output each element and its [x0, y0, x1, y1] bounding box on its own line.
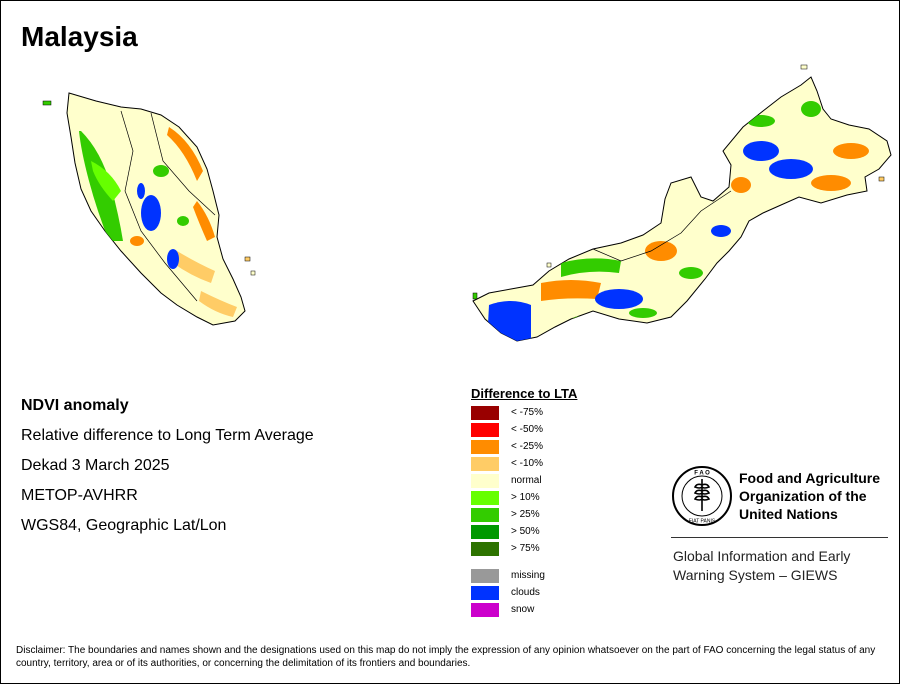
- legend-label: normal: [511, 475, 542, 486]
- legend-item: snow: [471, 601, 577, 618]
- svg-text:FIAT PANIS: FIAT PANIS: [689, 519, 716, 525]
- legend-swatch: [471, 541, 499, 556]
- legend-swatch: [471, 405, 499, 420]
- legend-swatch: [471, 602, 499, 617]
- legend-label: clouds: [511, 587, 540, 598]
- legend-item: > 75%: [471, 540, 577, 557]
- legend-item: > 50%: [471, 523, 577, 540]
- legend-swatch: [471, 524, 499, 539]
- giews-name: Global Information and Early Warning Sys…: [673, 547, 850, 585]
- fao-name-line: Organization of the: [739, 488, 867, 504]
- legend-swatch: [471, 507, 499, 522]
- legend-item: < -50%: [471, 421, 577, 438]
- legend: Difference to LTA < -75% < -50% < -25% <…: [471, 386, 577, 618]
- legend-item: missing: [471, 567, 577, 584]
- legend-item: < -10%: [471, 455, 577, 472]
- legend-label: > 25%: [511, 509, 540, 520]
- legend-swatch: [471, 439, 499, 454]
- borneo-malaysia: [472, 64, 892, 342]
- legend-label: < -75%: [511, 407, 543, 418]
- product-description: Relative difference to Long Term Average: [21, 427, 314, 444]
- map-title: Malaysia: [21, 21, 138, 52]
- projection-label: WGS84, Geographic Lat/Lon: [21, 517, 227, 534]
- legend-label: > 50%: [511, 526, 540, 537]
- ndvi-map: [42, 64, 892, 342]
- fao-divider: [671, 537, 888, 538]
- legend-item: normal: [471, 472, 577, 489]
- fao-logo-icon: F A O FIAT PANIS: [672, 466, 732, 526]
- legend-swatch: [471, 422, 499, 437]
- legend-swatch: [471, 456, 499, 471]
- legend-label: < -10%: [511, 458, 543, 469]
- disclaimer-text: Disclaimer: The boundaries and names sho…: [16, 645, 876, 669]
- legend-item: > 10%: [471, 489, 577, 506]
- product-name: NDVI anomaly: [21, 397, 129, 414]
- map-info: NDVI anomaly Relative difference to Long…: [21, 391, 314, 541]
- legend-label: missing: [511, 570, 545, 581]
- legend-item: < -25%: [471, 438, 577, 455]
- peninsular-malaysia: [42, 92, 256, 326]
- legend-item: > 25%: [471, 506, 577, 523]
- legend-label: > 75%: [511, 543, 540, 554]
- legend-label: snow: [511, 604, 535, 615]
- legend-title: Difference to LTA: [471, 386, 578, 401]
- legend-item: < -75%: [471, 404, 577, 421]
- period-label: Dekad 3 March 2025: [21, 457, 170, 474]
- legend-item: clouds: [471, 584, 577, 601]
- fao-name-line: Food and Agriculture: [739, 470, 881, 486]
- fao-organization-name: Food and Agriculture Organization of the…: [739, 469, 899, 523]
- legend-swatch: [471, 585, 499, 600]
- legend-swatch: [471, 568, 499, 583]
- legend-swatch: [471, 490, 499, 505]
- legend-label: > 10%: [511, 492, 540, 503]
- legend-label: < -50%: [511, 424, 543, 435]
- giews-line: Global Information and Early: [673, 548, 851, 564]
- giews-line: Warning System – GIEWS: [673, 567, 838, 583]
- legend-label: < -25%: [511, 441, 543, 452]
- sensor-label: METOP-AVHRR: [21, 487, 138, 504]
- legend-swatch: [471, 473, 499, 488]
- fao-name-line: United Nations: [739, 506, 838, 522]
- svg-text:F A O: F A O: [694, 471, 710, 477]
